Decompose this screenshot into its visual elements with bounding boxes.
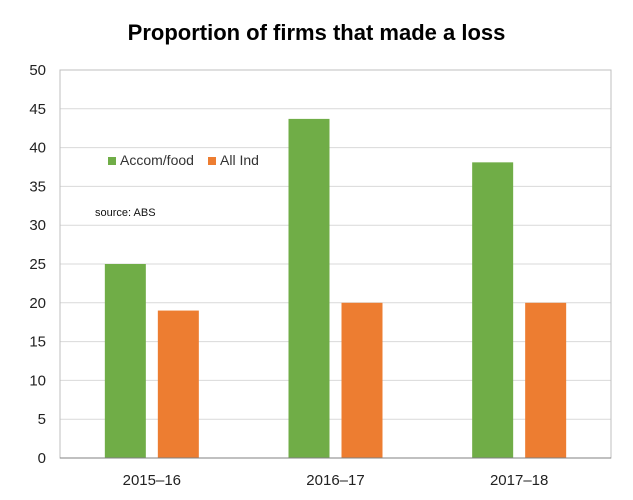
chart-title: Proportion of firms that made a loss	[127, 20, 506, 45]
x-tick-label: 2016–17	[306, 472, 364, 489]
x-tick-label: 2017–18	[490, 472, 548, 489]
legend-label: Accom/food	[120, 152, 194, 168]
bar-all-ind	[157, 310, 199, 458]
bar-accom-food	[288, 118, 330, 458]
bar-all-ind	[525, 302, 567, 458]
y-tick-label: 35	[29, 178, 46, 195]
bar-accom-food	[104, 264, 146, 458]
y-tick-label: 25	[29, 256, 46, 273]
legend: Accom/food All Ind	[108, 152, 259, 168]
y-tick-label: 45	[29, 101, 46, 118]
legend-label: All Ind	[220, 152, 259, 168]
y-tick-label: 50	[29, 62, 46, 79]
bar-accom-food	[472, 162, 514, 458]
y-tick-label: 0	[38, 450, 46, 467]
y-tick-label: 40	[29, 140, 46, 157]
x-tick-label: 2015–16	[123, 472, 181, 489]
source-annotation: source: ABS	[95, 207, 156, 219]
bar-all-ind	[341, 302, 383, 458]
y-tick-label: 15	[29, 334, 46, 351]
y-tick-label: 5	[38, 411, 46, 428]
axes: 0 5 10 15 20 25 30 35 40 45 50 2015–16 2016–17 2017–1…	[29, 62, 612, 489]
y-tick-label: 20	[29, 295, 46, 312]
bars	[104, 118, 567, 458]
y-tick-label: 30	[29, 217, 46, 234]
legend-swatch	[108, 157, 116, 165]
y-tick-label: 10	[29, 372, 46, 389]
legend-swatch	[208, 157, 216, 165]
